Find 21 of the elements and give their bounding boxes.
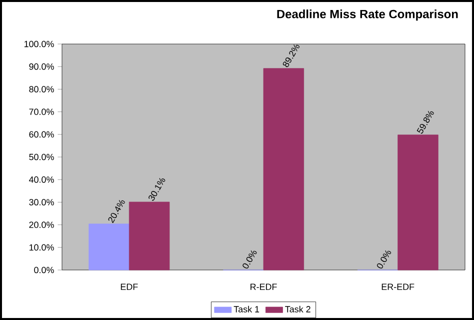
y-tick-label: 100.0% — [24, 40, 54, 48]
bar — [263, 68, 304, 270]
y-tick-label: 50.0% — [29, 154, 54, 160]
legend-label: Task 2 — [285, 306, 310, 312]
y-tick-label: 40.0% — [29, 176, 54, 183]
y-tick-label: 80.0% — [29, 86, 54, 92]
legend-label: Task 1 — [234, 306, 260, 312]
bar — [128, 202, 170, 270]
y-tick-label: 20.0% — [29, 222, 54, 228]
y-tick-label: 0.0% — [34, 266, 54, 274]
chart-title: Deadline Miss Rate Comparison — [277, 10, 458, 21]
y-tick-label: 70.0% — [29, 108, 54, 115]
y-tick-label: 90.0% — [29, 63, 54, 70]
y-tick-label: 30.0% — [29, 199, 54, 206]
bar — [88, 224, 130, 270]
x-tick-label: R-EDF — [250, 284, 277, 290]
y-tick-label: 10.0% — [29, 244, 54, 251]
x-tick-label: ER-EDF — [382, 284, 414, 290]
y-tick-label: 60.0% — [29, 131, 54, 138]
x-tick-label: EDF — [120, 284, 138, 290]
bar — [398, 134, 438, 270]
